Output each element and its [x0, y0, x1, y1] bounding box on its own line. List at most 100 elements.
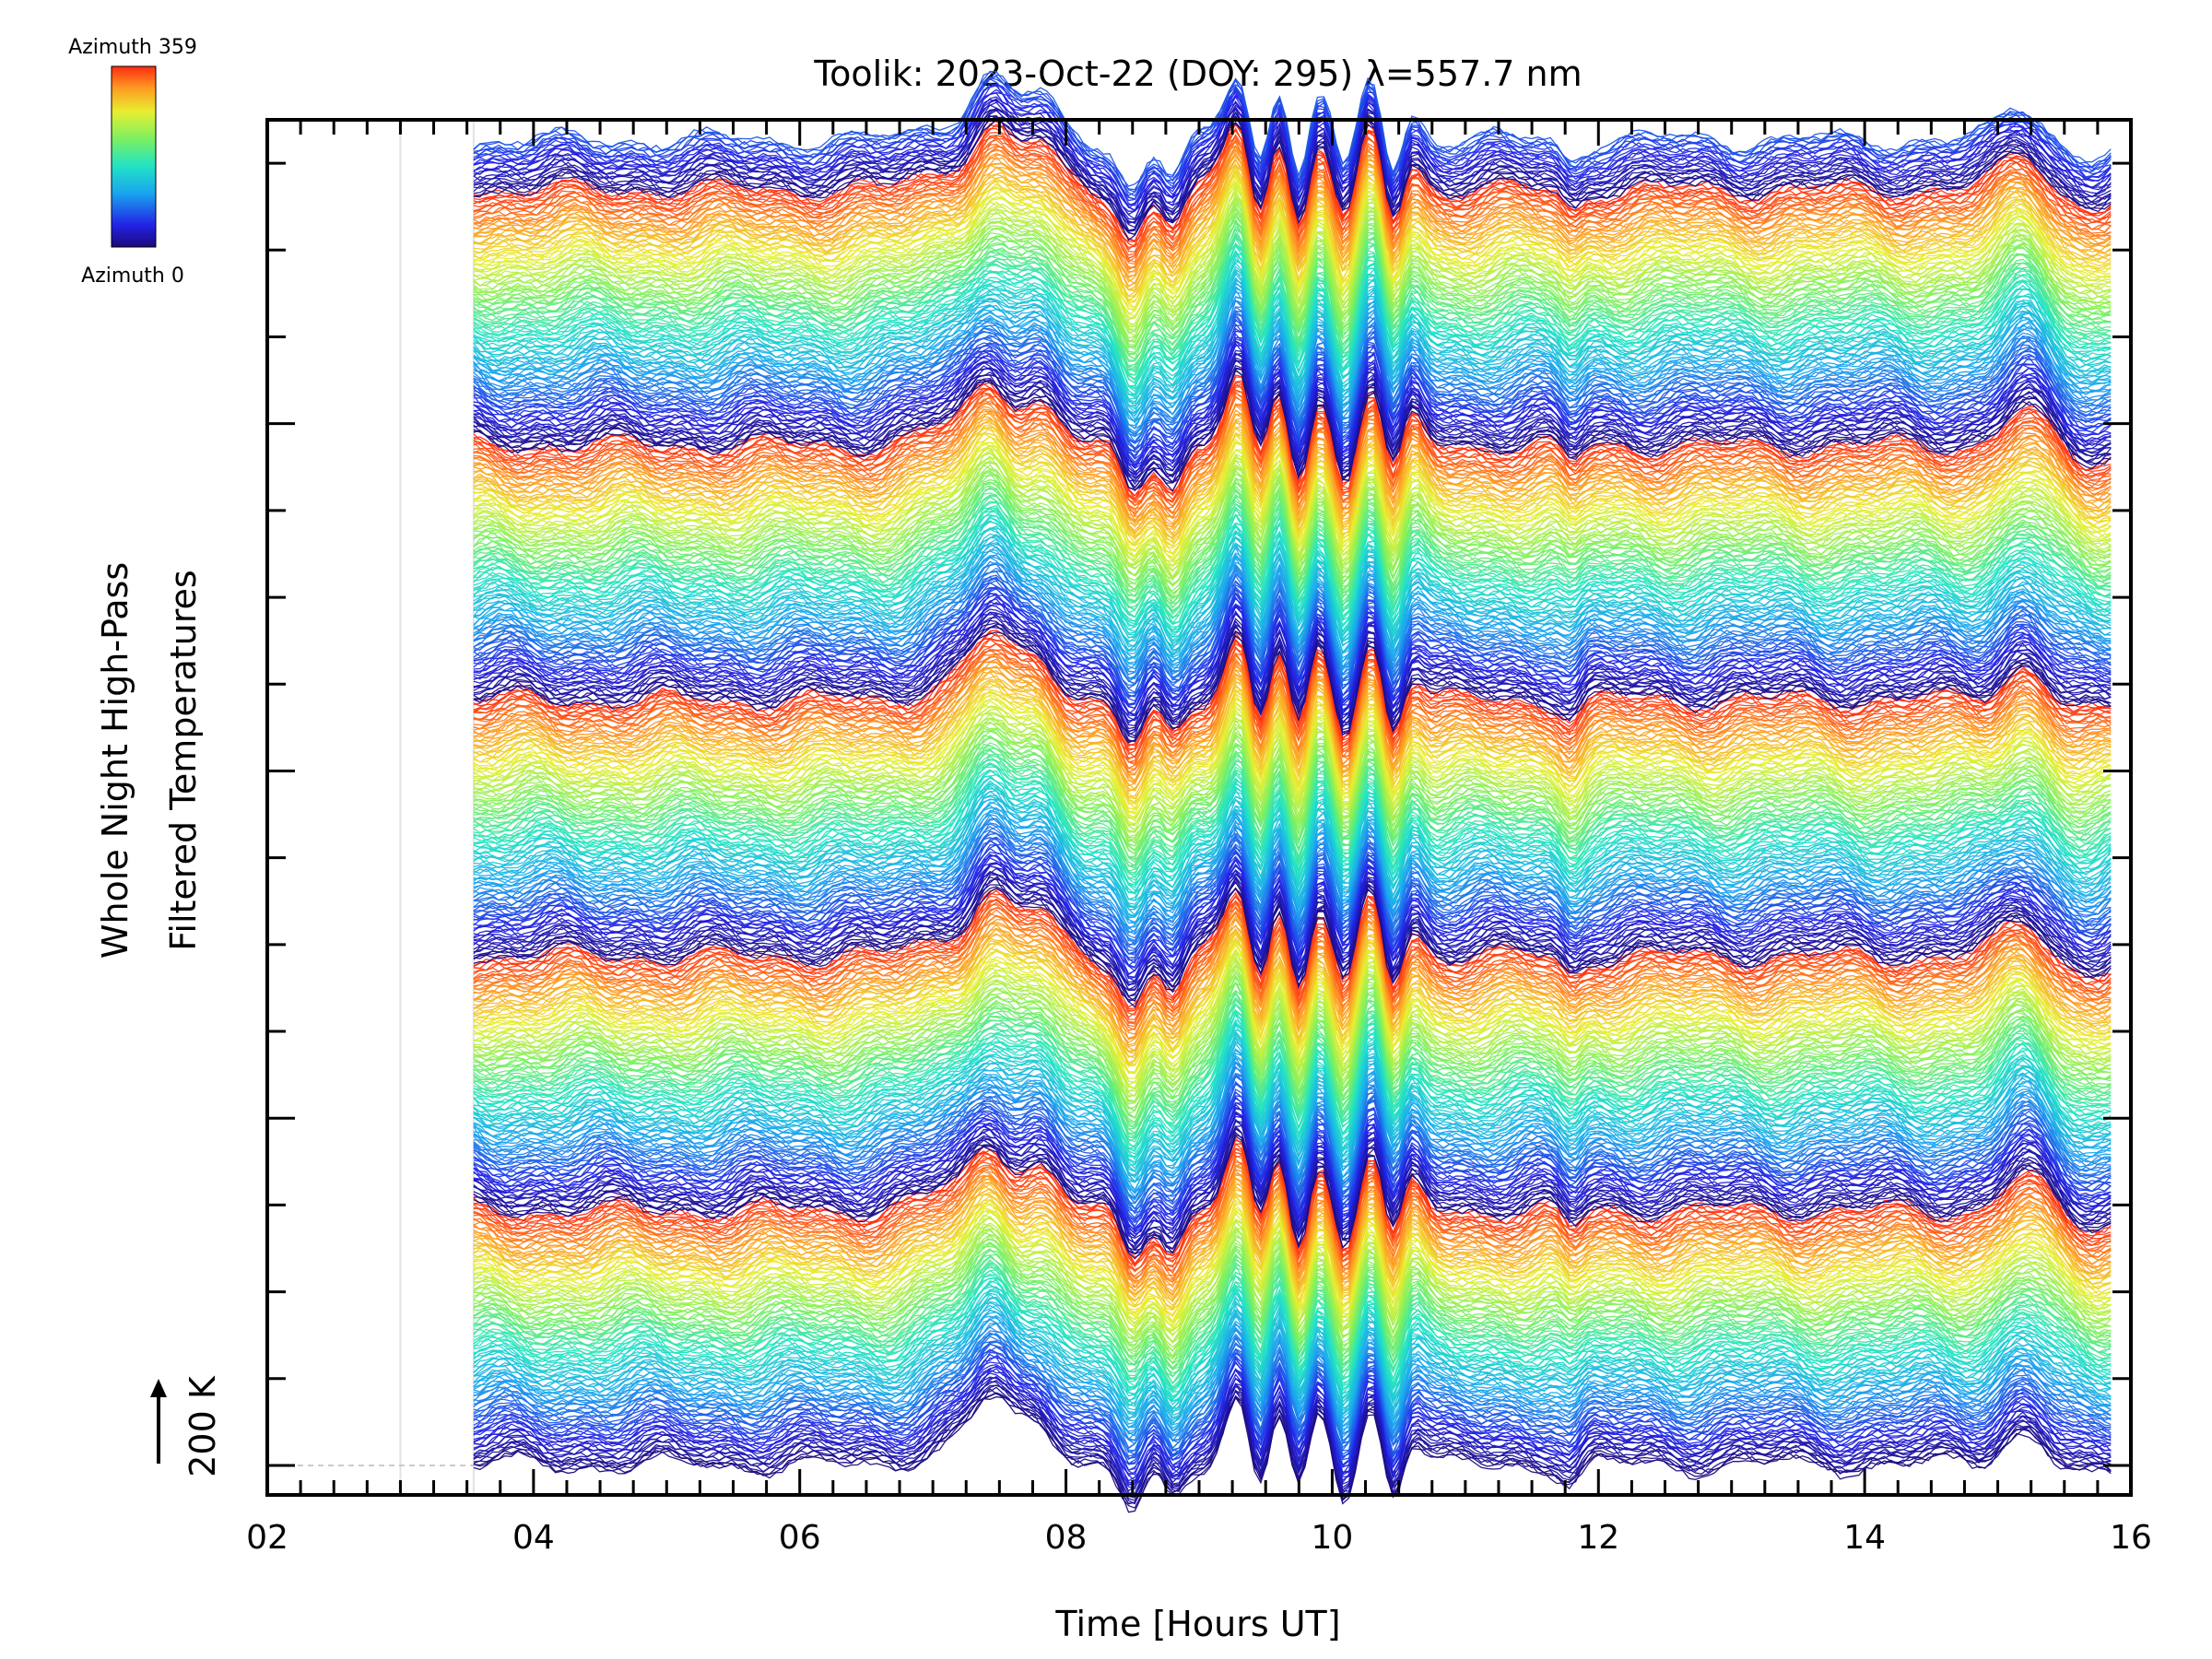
series-line: [473, 1351, 2112, 1466]
series-line: [473, 468, 2112, 587]
series-line: [473, 592, 2112, 705]
series-line: [473, 571, 2112, 685]
series-line: [473, 312, 2112, 444]
series-line: [473, 969, 2112, 1104]
series-line: [473, 955, 2112, 1090]
series-line: [473, 1049, 2112, 1183]
series-line: [473, 1172, 2112, 1288]
series-line: [473, 141, 2112, 264]
series-line: [473, 947, 2112, 1084]
series-line: [473, 1348, 2112, 1465]
series-line: [473, 252, 2112, 387]
y-axis-label-line1: Whole Night High-Pass: [95, 562, 135, 959]
series-line: [473, 197, 2112, 337]
series-line: [473, 1165, 2112, 1282]
series-line: [473, 637, 2112, 750]
series-line: [473, 1230, 2112, 1348]
series-line: [473, 306, 2112, 438]
series-line: [473, 253, 2112, 396]
series-line: [473, 352, 2112, 478]
series-line: [473, 899, 2112, 1018]
series-line: [473, 1300, 2112, 1421]
series-line: [473, 762, 2112, 885]
series-line: [473, 1290, 2112, 1406]
series-line: [473, 1280, 2112, 1398]
series-line: [473, 324, 2112, 452]
series-line: [473, 481, 2112, 600]
series-line: [473, 1248, 2112, 1370]
series-line: [473, 462, 2112, 581]
series-line: [473, 426, 2112, 540]
series-line: [473, 405, 2112, 519]
series-line: [473, 487, 2112, 605]
series-line: [473, 870, 2112, 991]
series-line: [473, 1384, 2112, 1498]
series-line: [473, 683, 2112, 803]
series-line: [473, 195, 2112, 331]
series-line: [473, 244, 2112, 389]
series-line: [473, 72, 2112, 187]
series-line: [473, 197, 2112, 335]
series-line: [473, 1314, 2112, 1432]
series-line: [473, 1275, 2112, 1392]
series-line: [473, 642, 2112, 759]
series-line: [473, 750, 2112, 867]
series-line: [473, 1323, 2112, 1437]
series-line: [473, 1169, 2112, 1288]
series-line: [473, 120, 2112, 242]
series-line: [473, 682, 2112, 799]
series-line: [473, 1387, 2112, 1505]
series-line: [473, 981, 2112, 1119]
series-line: [473, 164, 2112, 298]
series-line: [473, 70, 2112, 193]
series-line: [473, 691, 2112, 810]
x-tick-label: 12: [1577, 1519, 1619, 1557]
series-line: [473, 1018, 2112, 1160]
series-line: [473, 277, 2112, 415]
series-line: [473, 269, 2112, 414]
x-tick-label: 06: [779, 1519, 821, 1557]
series-line: [473, 114, 2112, 231]
series-line: [473, 653, 2112, 770]
series-line: [473, 999, 2112, 1135]
series-line: [473, 107, 2112, 229]
series-line: [473, 964, 2112, 1102]
series-line: [473, 281, 2112, 422]
series-line: [473, 692, 2112, 806]
series-line: [473, 974, 2112, 1112]
series-line: [473, 188, 2112, 320]
series-line: [473, 774, 2112, 893]
x-axis-label: Time [Hours UT]: [1054, 1604, 1340, 1644]
series-line: [473, 790, 2112, 907]
series-line: [473, 1061, 2112, 1198]
series-line: [473, 811, 2112, 930]
scale-label: 200 K: [182, 1375, 223, 1477]
series-line: [473, 940, 2112, 1073]
traces: [473, 70, 2112, 1513]
series-line: [473, 689, 2112, 809]
series-line: [473, 444, 2112, 567]
series-line: [473, 527, 2112, 643]
series-line: [473, 475, 2112, 595]
series-line: [473, 510, 2112, 631]
series-line: [473, 1253, 2112, 1371]
series-line: [473, 1080, 2112, 1212]
series-line: [473, 911, 2112, 1031]
series-line: [473, 220, 2112, 355]
series-line: [473, 127, 2112, 251]
series-line: [473, 1203, 2112, 1324]
series-line: [473, 642, 2112, 760]
scale-marker: 200 K: [150, 1375, 223, 1477]
series-line: [473, 1207, 2112, 1324]
series-line: [473, 1020, 2112, 1158]
series-line: [473, 492, 2112, 612]
series-line: [473, 500, 2112, 620]
series-line: [473, 1003, 2112, 1143]
series-line: [473, 836, 2112, 956]
series-line: [473, 1127, 2112, 1252]
series-line: [473, 1072, 2112, 1204]
series-line: [473, 574, 2112, 687]
series-line: [473, 233, 2112, 371]
series-line: [473, 1195, 2112, 1311]
